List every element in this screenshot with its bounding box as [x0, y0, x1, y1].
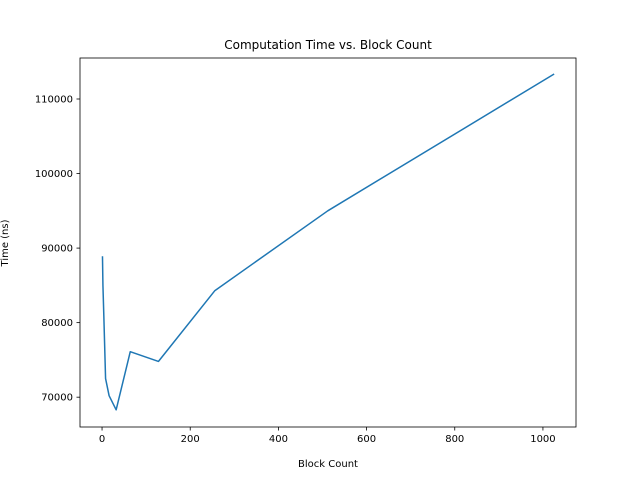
axes-frame [79, 57, 577, 428]
x-tick-label: 1000 [530, 434, 555, 445]
y-axis: 70000 80000 90000 100000 110000 [35, 95, 80, 404]
y-tick-label: 100000 [35, 169, 73, 180]
x-tick-label: 200 [181, 434, 200, 445]
plot-area [101, 73, 555, 411]
axes-border [79, 57, 577, 428]
y-tick-label: 70000 [41, 393, 73, 404]
y-tick-label: 110000 [35, 95, 73, 106]
series-line-0 [101, 73, 555, 411]
x-axis: 0 200 400 600 800 1000 [99, 427, 556, 445]
y-tick-label: 80000 [41, 318, 73, 329]
x-tick-label: 800 [445, 434, 464, 445]
chart-title: Computation Time vs. Block Count [224, 38, 432, 52]
x-tick-label: 400 [269, 434, 288, 445]
x-axis-label: Block Count [298, 459, 358, 470]
y-tick-label: 90000 [41, 244, 73, 255]
x-tick-label: 600 [357, 434, 376, 445]
x-tick-label: 0 [99, 434, 105, 445]
y-axis-label: Time (ns) [0, 219, 11, 267]
